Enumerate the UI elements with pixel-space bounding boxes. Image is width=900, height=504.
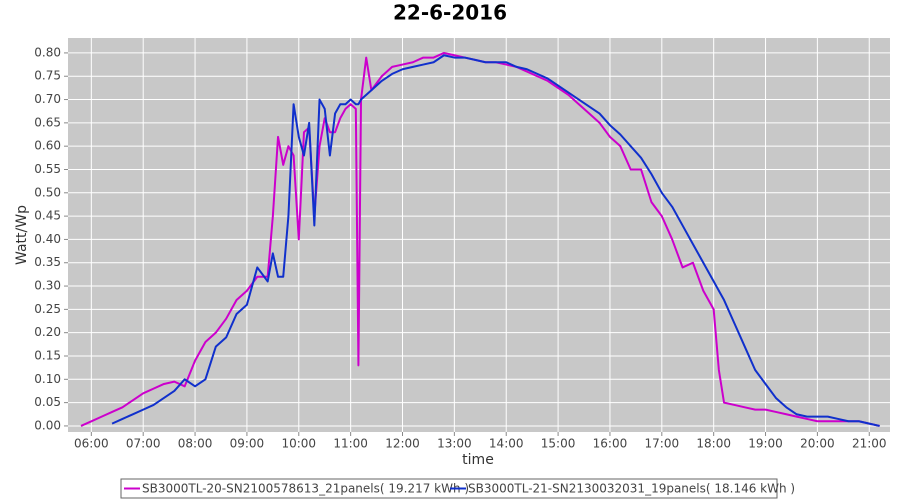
y-tick-label: 0.15 [34, 348, 61, 362]
y-tick-label: 0.00 [34, 418, 61, 432]
x-tick-label: 12:00 [385, 437, 420, 451]
x-axis-label: time [462, 452, 494, 468]
y-tick-label: 0.50 [34, 185, 61, 199]
x-tick-label: 16:00 [593, 437, 628, 451]
x-tick-label: 06:00 [74, 437, 109, 451]
y-tick-label: 0.25 [34, 302, 61, 316]
series-line [111, 54, 880, 427]
x-tick-label: 13:00 [437, 437, 472, 451]
legend-label: SB3000TL-20-SN2100578613_21panels( 19.21… [142, 482, 469, 496]
y-tick-label: 0.70 [34, 92, 61, 106]
y-tick-label: 0.05 [34, 395, 61, 409]
x-tick-label: 08:00 [178, 437, 213, 451]
y-tick-label: 0.35 [34, 255, 61, 269]
series-line [80, 51, 880, 427]
legend-label: SB3000TL-21-SN2130032031_19panels( 18.14… [468, 482, 795, 496]
x-tick-label: 11:00 [333, 437, 368, 451]
y-tick-label: 0.60 [34, 139, 61, 153]
x-tick-label: 20:00 [800, 437, 835, 451]
y-tick-label: 0.65 [34, 115, 61, 129]
y-tick-label: 0.30 [34, 279, 61, 293]
x-tick-label: 21:00 [852, 437, 887, 451]
y-tick-label: 0.40 [34, 232, 61, 246]
y-axis-label: Watt/Wp [14, 205, 30, 265]
x-tick-label: 18:00 [696, 437, 731, 451]
legend [120, 478, 778, 499]
x-tick-label: 10:00 [281, 437, 316, 451]
y-tick-label: 0.75 [34, 69, 61, 83]
x-tick-label: 14:00 [489, 437, 524, 451]
plot-area [68, 38, 890, 432]
y-tick-label: 0.45 [34, 209, 61, 223]
x-tick-label: 09:00 [230, 437, 265, 451]
x-tick-label: 17:00 [645, 437, 680, 451]
x-tick-label: 15:00 [541, 437, 576, 451]
y-tick-label: 0.80 [34, 45, 61, 59]
y-tick-label: 0.10 [34, 372, 61, 386]
y-tick-label: 0.55 [34, 162, 61, 176]
chart-title: 22-6-2016 [393, 1, 507, 25]
y-tick-label: 0.20 [34, 325, 61, 339]
x-tick-label: 19:00 [748, 437, 783, 451]
x-tick-label: 07:00 [126, 437, 161, 451]
